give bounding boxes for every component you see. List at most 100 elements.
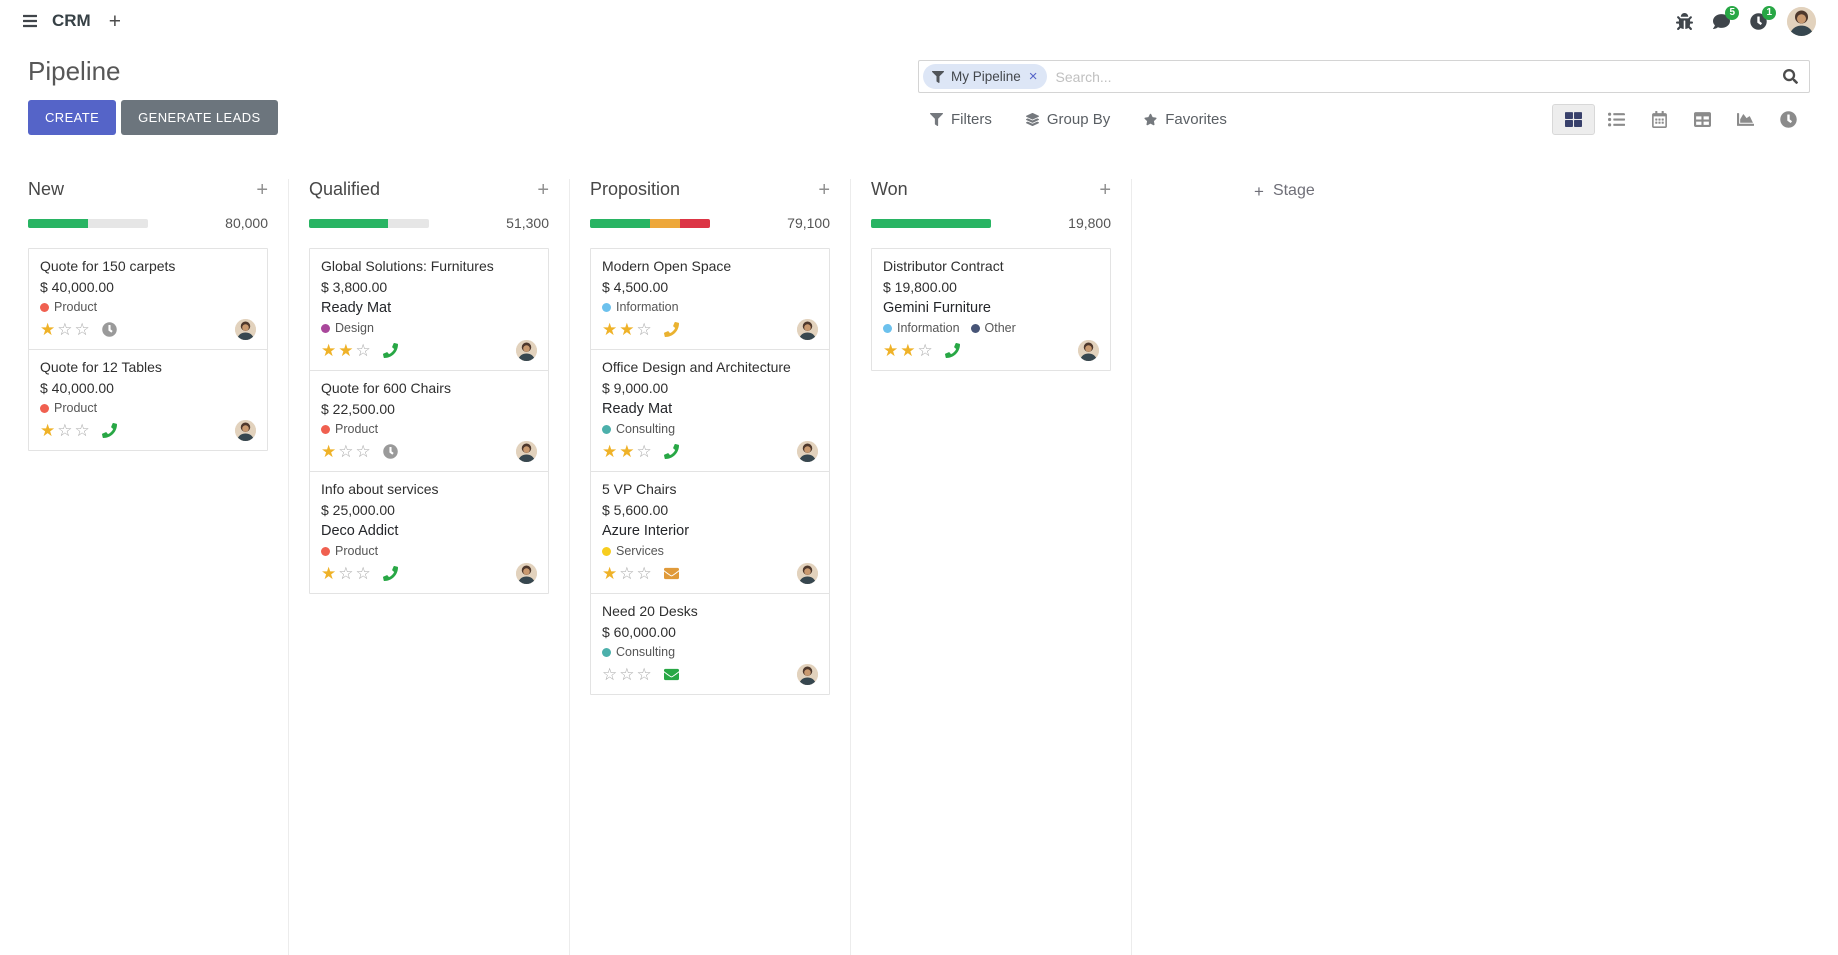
activity-phone-icon[interactable]: [664, 444, 679, 459]
graph-view-button[interactable]: [1724, 104, 1767, 135]
user-menu-button[interactable]: [1781, 1, 1822, 42]
activity-phone-icon[interactable]: [945, 343, 960, 358]
quick-create-plus-icon[interactable]: +: [818, 178, 830, 201]
priority-star-icon[interactable]: ★: [602, 320, 618, 339]
priority-star-icon[interactable]: ☆: [57, 320, 73, 339]
card-avatar[interactable]: [797, 319, 818, 340]
progress-segment-planned[interactable]: [871, 218, 991, 228]
card-tag[interactable]: Other: [970, 321, 1016, 335]
kanban-card[interactable]: Info about services $ 25,000.00 Deco Add…: [309, 471, 549, 594]
activity-envelope-icon[interactable]: [664, 566, 679, 581]
activity-clock-icon[interactable]: [102, 322, 117, 337]
priority-star-icon[interactable]: ★: [40, 421, 56, 440]
facet-remove-icon[interactable]: ×: [1028, 68, 1038, 85]
card-tag[interactable]: Design: [321, 321, 374, 335]
card-tag[interactable]: Product: [40, 300, 97, 314]
priority-star-icon[interactable]: ★: [338, 341, 354, 360]
progress-segment-planned[interactable]: [309, 218, 389, 228]
kanban-card[interactable]: Distributor Contract $ 19,800.00 Gemini …: [871, 248, 1111, 371]
activity-phone-icon[interactable]: [102, 423, 117, 438]
messages-button[interactable]: 5: [1707, 5, 1739, 36]
card-tag[interactable]: Product: [40, 401, 97, 415]
priority-star-icon[interactable]: ☆: [917, 341, 933, 360]
column-progressbar[interactable]: [28, 218, 148, 228]
calendar-view-button[interactable]: [1638, 104, 1681, 135]
column-title[interactable]: New: [28, 179, 65, 199]
kanban-view-button[interactable]: [1552, 104, 1595, 135]
priority-star-icon[interactable]: ★: [602, 442, 618, 461]
progress-segment-planned[interactable]: [590, 218, 650, 228]
card-tag[interactable]: Product: [321, 422, 378, 436]
card-tag[interactable]: Information: [602, 300, 679, 314]
activities-button[interactable]: 1: [1744, 5, 1776, 36]
progress-segment-planned[interactable]: [28, 218, 88, 228]
apps-menu-button[interactable]: [16, 7, 44, 35]
priority-star-icon[interactable]: ☆: [636, 320, 652, 339]
app-name[interactable]: CRM: [52, 11, 91, 30]
card-tag[interactable]: Services: [602, 544, 664, 558]
priority-star-icon[interactable]: ☆: [355, 341, 371, 360]
priority-star-icon[interactable]: ☆: [619, 665, 635, 684]
add-stage-button[interactable]: + Stage: [1254, 182, 1315, 202]
search-input[interactable]: [1055, 68, 1773, 85]
card-tag[interactable]: Consulting: [602, 645, 675, 659]
quick-create-plus-icon[interactable]: +: [256, 178, 268, 201]
group-by-menu[interactable]: Group By: [1026, 111, 1110, 128]
priority-star-icon[interactable]: ★: [321, 564, 337, 583]
kanban-card[interactable]: Quote for 150 carpets $ 40,000.00 Produc…: [28, 248, 268, 350]
quick-create-plus-icon[interactable]: +: [537, 178, 549, 201]
favorites-menu[interactable]: Favorites: [1144, 111, 1227, 128]
column-title[interactable]: Qualified: [309, 179, 381, 199]
activity-view-button[interactable]: [1767, 104, 1810, 135]
priority-star-icon[interactable]: ☆: [636, 564, 652, 583]
progress-segment-today[interactable]: [650, 218, 680, 228]
list-view-button[interactable]: [1595, 104, 1638, 135]
quick-create-plus-icon[interactable]: +: [1099, 178, 1111, 201]
priority-star-icon[interactable]: ★: [900, 341, 916, 360]
pivot-view-button[interactable]: [1681, 104, 1724, 135]
search-facet[interactable]: My Pipeline ×: [923, 64, 1047, 89]
kanban-card[interactable]: Quote for 12 Tables $ 40,000.00 Product …: [28, 349, 268, 451]
card-avatar[interactable]: [797, 664, 818, 685]
progress-segment-overdue[interactable]: [680, 218, 710, 228]
priority-star-icon[interactable]: ★: [602, 564, 618, 583]
column-title[interactable]: Proposition: [590, 179, 681, 199]
card-avatar[interactable]: [516, 441, 537, 462]
kanban-card[interactable]: Global Solutions: Furnitures $ 3,800.00 …: [309, 248, 549, 371]
activity-envelope-icon[interactable]: [664, 667, 679, 682]
column-progressbar[interactable]: [871, 218, 991, 228]
card-avatar[interactable]: [516, 340, 537, 361]
priority-star-icon[interactable]: ☆: [355, 442, 371, 461]
column-progressbar[interactable]: [309, 218, 429, 228]
priority-star-icon[interactable]: ☆: [74, 320, 90, 339]
kanban-card[interactable]: Need 20 Desks $ 60,000.00 Consulting ☆ ☆ ☆: [590, 593, 830, 695]
priority-star-icon[interactable]: ★: [619, 442, 635, 461]
priority-star-icon[interactable]: ★: [321, 442, 337, 461]
priority-star-icon[interactable]: ★: [883, 341, 899, 360]
priority-star-icon[interactable]: ☆: [74, 421, 90, 440]
card-avatar[interactable]: [1078, 340, 1099, 361]
priority-star-icon[interactable]: ★: [40, 320, 56, 339]
search-bar[interactable]: My Pipeline ×: [918, 60, 1810, 93]
column-progressbar[interactable]: [590, 218, 710, 228]
card-avatar[interactable]: [235, 420, 256, 441]
card-tag[interactable]: Consulting: [602, 422, 675, 436]
card-tag[interactable]: Information: [883, 321, 960, 335]
kanban-card[interactable]: Quote for 600 Chairs $ 22,500.00 Product…: [309, 370, 549, 472]
quick-add-button[interactable]: +: [95, 5, 135, 38]
filters-menu[interactable]: Filters: [930, 111, 992, 128]
priority-star-icon[interactable]: ☆: [338, 442, 354, 461]
card-tag[interactable]: Product: [321, 544, 378, 558]
card-avatar[interactable]: [235, 319, 256, 340]
kanban-card[interactable]: 5 VP Chairs $ 5,600.00 Azure Interior Se…: [590, 471, 830, 594]
generate-leads-button[interactable]: GENERATE LEADS: [121, 100, 278, 135]
priority-star-icon[interactable]: ☆: [619, 564, 635, 583]
kanban-card[interactable]: Modern Open Space $ 4,500.00 Information…: [590, 248, 830, 350]
activity-clock-icon[interactable]: [383, 444, 398, 459]
create-button[interactable]: CREATE: [28, 100, 117, 135]
card-avatar[interactable]: [797, 441, 818, 462]
activity-phone-icon[interactable]: [664, 322, 679, 337]
kanban-card[interactable]: Office Design and Architecture $ 9,000.0…: [590, 349, 830, 472]
priority-star-icon[interactable]: ☆: [355, 564, 371, 583]
priority-star-icon[interactable]: ☆: [636, 665, 652, 684]
